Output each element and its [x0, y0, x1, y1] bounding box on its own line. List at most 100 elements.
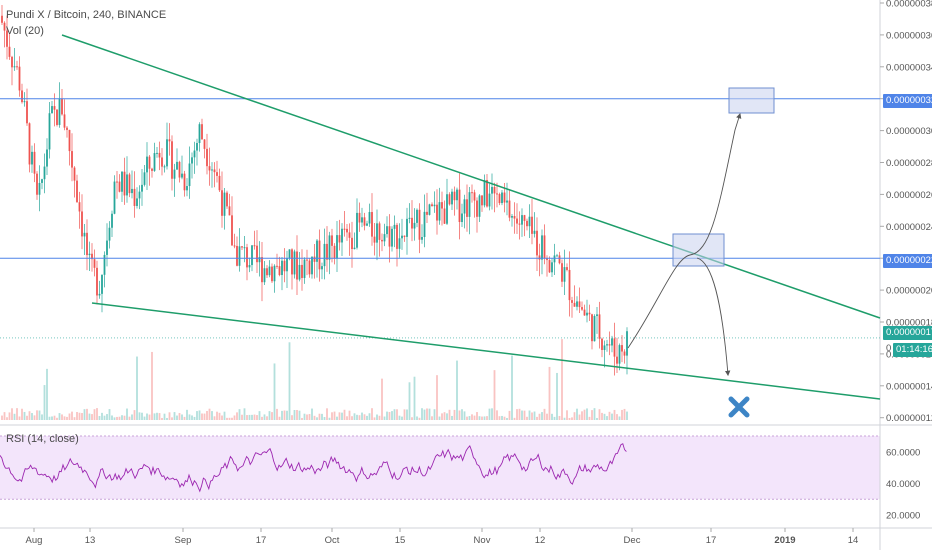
volume-bar [556, 372, 558, 420]
candle-body [218, 175, 221, 191]
rsi-band [0, 436, 880, 500]
candle-body [336, 235, 338, 259]
y-tick-label: 0.00000036 [886, 30, 932, 41]
volume-bar [3, 412, 6, 420]
volume-bar [398, 415, 401, 420]
volume-bar [533, 411, 536, 420]
volume-bar [16, 408, 18, 420]
volume-bar [256, 415, 258, 420]
candle-body [451, 191, 453, 205]
candle-body [223, 192, 226, 216]
volume-bar [441, 413, 443, 420]
candle-body [531, 216, 533, 234]
volume-bar [353, 413, 356, 420]
candle-body [578, 301, 581, 308]
candle-body [573, 302, 576, 307]
candle-body [256, 245, 258, 263]
candle-body [508, 200, 511, 218]
volume-bar [583, 409, 586, 420]
volume-bar [236, 412, 238, 420]
candle-body [491, 186, 493, 194]
candle-body [221, 190, 223, 216]
volume-bar [148, 414, 151, 420]
candle-body [133, 188, 136, 206]
volume-bar [548, 366, 551, 420]
volume-bar [13, 413, 16, 420]
candle-body [116, 181, 118, 183]
candle-body [556, 255, 558, 257]
bearish-projection-arrow [696, 257, 731, 377]
candle-body [528, 216, 531, 227]
volume-bar [311, 408, 313, 420]
candle-body [436, 204, 438, 221]
candle-body [181, 173, 183, 178]
candle-body [311, 256, 313, 275]
volume-bar [453, 409, 456, 420]
candle-body [123, 171, 126, 196]
volume-bar [573, 412, 576, 420]
candle-body [431, 204, 433, 207]
volume-bar [146, 413, 148, 420]
candle-body [193, 150, 196, 158]
volume-bar [101, 412, 103, 420]
volume-bar [408, 382, 411, 420]
volume-bar [468, 416, 471, 420]
candle-body [168, 139, 171, 142]
volume-bar [473, 415, 476, 420]
candle-body [88, 253, 91, 256]
candle-body [401, 235, 403, 239]
volume-bar [183, 416, 186, 420]
candle-body [498, 194, 501, 204]
volume-bar [136, 356, 138, 420]
volume-group [1, 339, 628, 420]
volume-bar [523, 410, 526, 420]
candle-body [418, 209, 421, 240]
candle-body [376, 223, 378, 243]
candle-body [371, 212, 373, 237]
candle-body [581, 307, 583, 310]
candle-body [71, 151, 73, 168]
candle-body [448, 194, 451, 205]
candle-body [551, 262, 553, 273]
candle-body [153, 153, 156, 171]
volume-bar [98, 415, 101, 420]
candle-body [378, 223, 381, 240]
candle-body [478, 195, 481, 217]
volume-bar [28, 411, 31, 420]
candle-body [596, 314, 598, 317]
volume-bar [318, 413, 321, 420]
volume-bar [421, 408, 423, 420]
candle-body [548, 260, 551, 273]
volume-bar [571, 417, 573, 420]
candle-body [141, 184, 143, 192]
candle-body [231, 215, 233, 246]
volume-bar [493, 370, 496, 420]
volume-bar [528, 410, 531, 420]
candle-body [446, 194, 448, 224]
volume-bar [278, 416, 281, 420]
candle-body [308, 260, 311, 275]
candle-body [486, 180, 488, 207]
volume-bar [368, 413, 371, 420]
candle-body [163, 166, 166, 168]
candle-body [428, 204, 431, 215]
volume-bar [541, 412, 543, 420]
volume-bar [603, 413, 606, 420]
volume-bar [221, 415, 223, 420]
volume-bar [158, 413, 161, 420]
clipped-tick: 0 [886, 343, 892, 354]
candle-body [426, 211, 428, 215]
volume-bar [81, 413, 83, 420]
candle-body [36, 173, 38, 195]
volume-bar [388, 411, 391, 420]
candle-body [393, 224, 396, 229]
volume-bar [578, 414, 581, 420]
volume-bar [613, 409, 616, 420]
candle-body [511, 216, 513, 218]
volume-bar [416, 416, 418, 420]
candle-body [216, 172, 218, 176]
volume-bar [486, 416, 488, 420]
volume-bar [331, 412, 333, 420]
volume-bar [203, 413, 206, 420]
candle-body [81, 211, 83, 237]
